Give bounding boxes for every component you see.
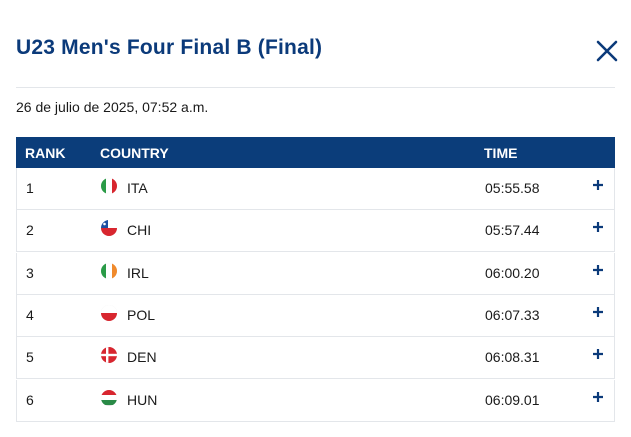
table-row: 5 DEN 06:08.31 (16, 337, 615, 380)
expand-button[interactable] (590, 304, 606, 320)
country: CHI (127, 222, 152, 239)
flag (101, 304, 117, 321)
expand-button[interactable] (590, 389, 606, 405)
time: 06:07.33 (485, 306, 540, 323)
expand-button[interactable] (590, 346, 606, 362)
table-row: 2 CHI 05:57.44 (16, 210, 615, 253)
table-row: 3 IRL 06:00.20 (16, 252, 615, 295)
country: POL (127, 306, 156, 323)
table-header: RANK COUNTRY TIME (16, 137, 615, 168)
column-header: COUNTRY (100, 145, 169, 161)
rank: 2 (26, 222, 34, 239)
column-header: RANK (25, 145, 66, 161)
flag (101, 178, 117, 194)
rank: 5 (26, 349, 34, 366)
expand-button[interactable] (590, 177, 606, 193)
flag (101, 220, 117, 237)
country: DEN (127, 349, 157, 366)
flag (101, 262, 117, 279)
time: 05:57.44 (485, 222, 540, 239)
country: IRL (127, 264, 149, 281)
country: HUN (127, 391, 158, 408)
rank: 3 (26, 264, 34, 281)
column-header: TIME (484, 145, 518, 161)
rank: 4 (26, 306, 34, 323)
time: 06:00.20 (485, 264, 540, 281)
time: 05:55.58 (485, 180, 540, 196)
rank: 1 (26, 180, 34, 196)
table-row: 6 HUN 06:09.01 (16, 379, 615, 422)
flag (101, 389, 117, 406)
flag (101, 347, 117, 364)
time: 06:09.01 (485, 391, 540, 408)
country: ITA (127, 180, 148, 196)
time: 06:08.31 (485, 349, 540, 366)
title: U23 Men's Four Final B (Final) (16, 36, 323, 59)
date: 26 de julio de 2025, 07:52 a.m. (16, 99, 209, 115)
expand-button[interactable] (590, 262, 606, 278)
expand-button[interactable] (590, 219, 606, 235)
close-button[interactable] (594, 38, 620, 64)
table-row: 1 ITA 05:55.58 (16, 168, 615, 210)
divider (16, 87, 615, 88)
table-row: 4 POL 06:07.33 (16, 294, 615, 337)
rank: 6 (26, 391, 34, 408)
